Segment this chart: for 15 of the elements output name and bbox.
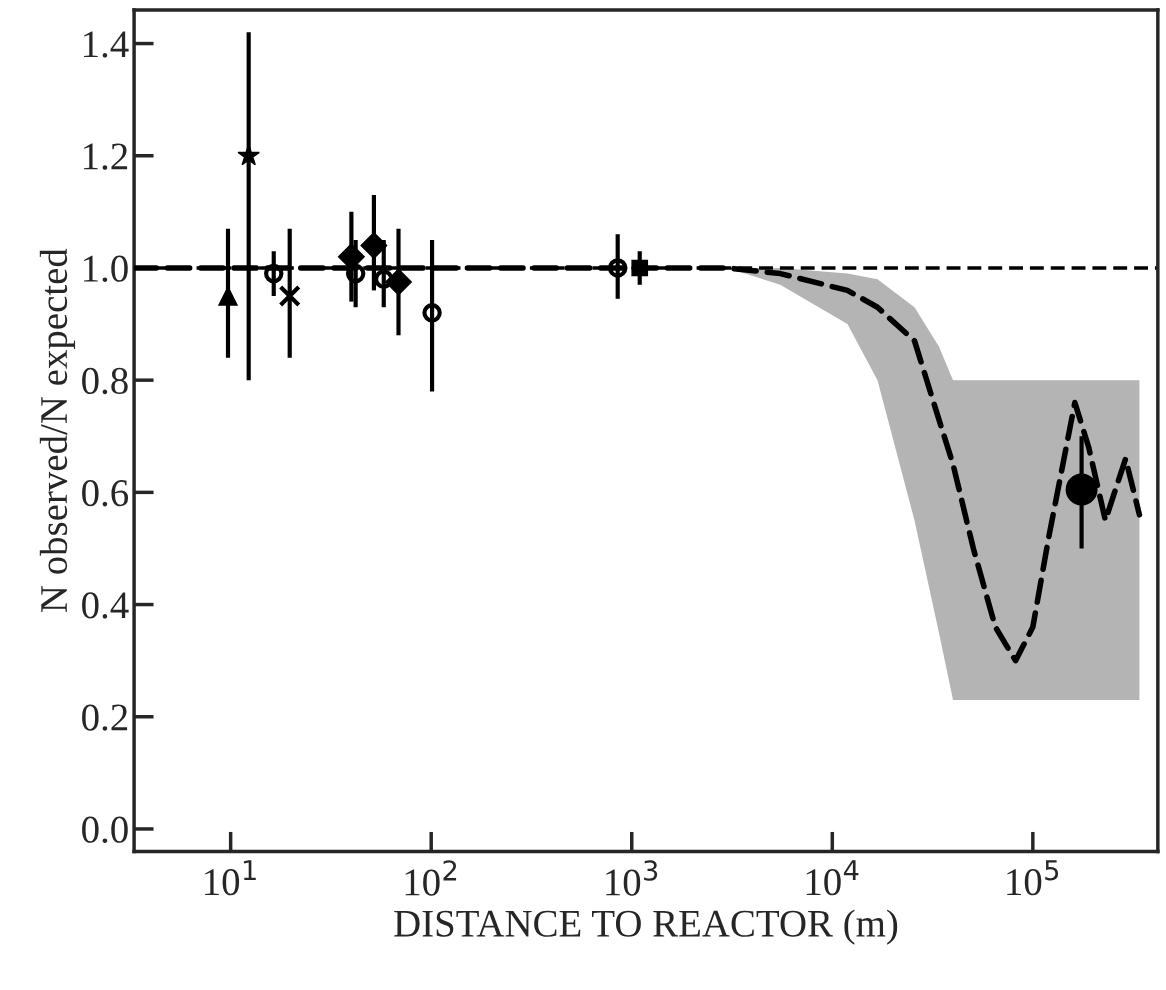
x-tick-label: 10$^{5}$	[1007, 860, 1059, 896]
x-tick-label: 10$^{3}$	[606, 860, 658, 896]
y-axis-title: N observed/N expected	[39, 248, 76, 613]
x-tick-label: 10$^{1}$	[205, 860, 256, 896]
y-tick-label: 0.0	[82, 816, 128, 844]
x-axis-title: DISTANCE TO REACTOR (m)	[394, 909, 898, 945]
y-tick-label: 1.4	[84, 31, 129, 58]
x-tick-label: 10$^{2}$	[405, 860, 457, 896]
x-tick-label: 10$^{4}$	[806, 860, 859, 896]
y-tick-label: 0.6	[82, 479, 129, 507]
y-tick-label: 0.8	[82, 367, 128, 395]
y-tick-label: 1.2	[84, 143, 128, 170]
y-tick-label: 1.0	[84, 255, 128, 283]
y-tick-label: 0.2	[82, 704, 128, 731]
y-tick-label: 0.4	[82, 592, 129, 619]
